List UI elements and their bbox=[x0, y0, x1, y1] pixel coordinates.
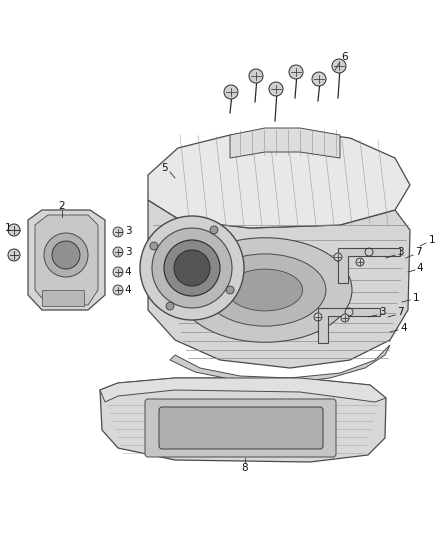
Text: 2: 2 bbox=[59, 201, 65, 211]
Ellipse shape bbox=[178, 238, 352, 342]
Text: 6: 6 bbox=[342, 52, 348, 62]
Circle shape bbox=[224, 85, 238, 99]
Circle shape bbox=[8, 249, 20, 261]
Text: 1: 1 bbox=[5, 223, 11, 233]
Polygon shape bbox=[28, 210, 105, 310]
Circle shape bbox=[113, 267, 123, 277]
Text: 3: 3 bbox=[125, 247, 131, 257]
Circle shape bbox=[312, 72, 326, 86]
Circle shape bbox=[52, 241, 80, 269]
Circle shape bbox=[249, 69, 263, 83]
Circle shape bbox=[226, 286, 234, 294]
Text: 4: 4 bbox=[125, 267, 131, 277]
Circle shape bbox=[113, 285, 123, 295]
Circle shape bbox=[152, 228, 232, 308]
Polygon shape bbox=[100, 378, 386, 402]
Circle shape bbox=[356, 258, 364, 266]
Text: 7: 7 bbox=[415, 247, 421, 257]
Text: 7: 7 bbox=[397, 307, 403, 317]
Circle shape bbox=[334, 253, 342, 261]
Circle shape bbox=[150, 242, 158, 250]
Circle shape bbox=[332, 59, 346, 73]
FancyBboxPatch shape bbox=[42, 290, 84, 306]
Polygon shape bbox=[170, 345, 390, 383]
Polygon shape bbox=[148, 200, 410, 368]
Text: 1: 1 bbox=[429, 235, 435, 245]
Ellipse shape bbox=[204, 254, 326, 326]
Text: 8: 8 bbox=[242, 463, 248, 473]
Circle shape bbox=[269, 82, 283, 96]
Polygon shape bbox=[318, 308, 380, 343]
FancyBboxPatch shape bbox=[159, 407, 323, 449]
Circle shape bbox=[289, 65, 303, 79]
Text: 4: 4 bbox=[417, 263, 423, 273]
Text: 4: 4 bbox=[401, 323, 407, 333]
Polygon shape bbox=[230, 128, 340, 158]
Text: 3: 3 bbox=[125, 226, 131, 236]
Polygon shape bbox=[338, 248, 400, 283]
Circle shape bbox=[44, 233, 88, 277]
Text: 4: 4 bbox=[125, 285, 131, 295]
Circle shape bbox=[174, 250, 210, 286]
Circle shape bbox=[113, 227, 123, 237]
Circle shape bbox=[164, 240, 220, 296]
Polygon shape bbox=[148, 130, 410, 228]
Circle shape bbox=[113, 247, 123, 257]
Text: 3: 3 bbox=[379, 307, 385, 317]
Text: 1: 1 bbox=[413, 293, 419, 303]
Circle shape bbox=[166, 302, 174, 310]
Circle shape bbox=[314, 313, 322, 321]
Circle shape bbox=[210, 226, 218, 234]
Circle shape bbox=[341, 314, 349, 322]
Polygon shape bbox=[35, 215, 98, 305]
FancyBboxPatch shape bbox=[145, 399, 336, 457]
Text: 5: 5 bbox=[162, 163, 168, 173]
Polygon shape bbox=[100, 378, 386, 462]
Ellipse shape bbox=[227, 269, 303, 311]
Circle shape bbox=[8, 224, 20, 236]
Text: 3: 3 bbox=[397, 247, 403, 257]
Circle shape bbox=[140, 216, 244, 320]
